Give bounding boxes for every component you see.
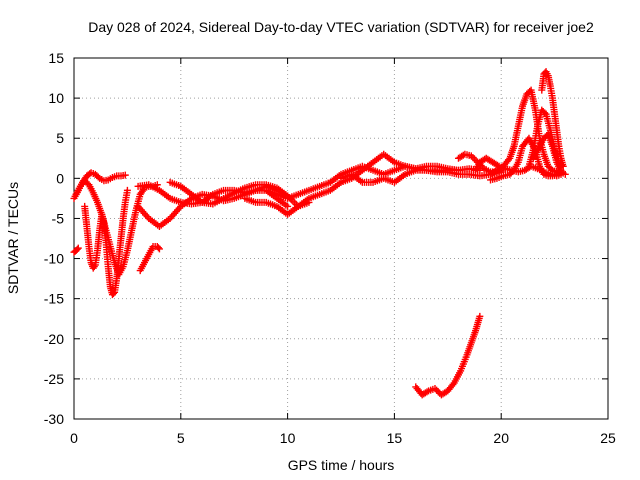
data-point — [154, 244, 162, 252]
series-arc-5 — [136, 243, 163, 275]
data-point — [94, 173, 102, 181]
y-tick-label: -30 — [44, 411, 64, 427]
plot-frame — [73, 57, 609, 420]
chart-title: Day 028 of 2024, Sidereal Day-to-day VTE… — [88, 19, 594, 35]
series-arc-19 — [412, 312, 484, 399]
y-tick-label: 0 — [56, 170, 64, 186]
y-tick-label: 10 — [48, 90, 64, 106]
series-arc-11 — [337, 166, 505, 186]
data-point — [434, 388, 442, 396]
series-arc-17 — [538, 68, 567, 170]
y-tick-label: -15 — [44, 291, 64, 307]
y-tick-label: -20 — [44, 331, 64, 347]
x-tick-label: 15 — [387, 430, 403, 446]
series-arc-8 — [166, 178, 313, 210]
y-tick-label: -25 — [44, 371, 64, 387]
y-axis-label: SDTVAR / TECUs — [5, 182, 21, 294]
series-arc-16 — [525, 106, 567, 170]
data-point — [476, 312, 484, 320]
data-point — [121, 171, 129, 179]
x-tick-label: 5 — [177, 430, 185, 446]
y-tick-label: 5 — [56, 130, 64, 146]
series-arc-18 — [529, 130, 569, 178]
y-tick-label: -5 — [52, 210, 65, 226]
x-tick-label: 10 — [280, 430, 296, 446]
data-point — [467, 152, 475, 160]
series-arc-4 — [70, 244, 82, 256]
data-point — [423, 388, 431, 396]
y-tick-label: 15 — [48, 50, 64, 66]
x-tick-label: 0 — [70, 430, 78, 446]
data-point — [90, 263, 98, 271]
tick-labels: 0 5 10 15 20 25 -30 -25 -20 -15 -10 -5 0 5 10 15 — [44, 50, 616, 446]
data-point — [479, 163, 487, 171]
data-points — [70, 68, 569, 399]
data-point — [74, 244, 82, 252]
y-tick-label: -10 — [44, 251, 64, 267]
data-point — [123, 186, 131, 194]
data-point — [284, 202, 292, 210]
grid-lines — [74, 58, 608, 419]
data-point — [449, 381, 457, 389]
axis-ticks — [73, 57, 609, 420]
data-point — [73, 245, 81, 253]
x-tick-label: 25 — [600, 430, 616, 446]
data-point — [155, 245, 163, 253]
x-tick-label: 20 — [493, 430, 509, 446]
data-point — [433, 386, 441, 394]
data-point — [541, 109, 549, 117]
data-point — [547, 165, 555, 173]
data-point — [561, 170, 569, 178]
data-point — [471, 155, 478, 163]
data-point — [431, 385, 439, 393]
data-point — [469, 153, 477, 161]
x-axis-label: GPS time / hours — [288, 457, 395, 473]
data-point — [504, 156, 512, 164]
data-point — [110, 289, 118, 297]
